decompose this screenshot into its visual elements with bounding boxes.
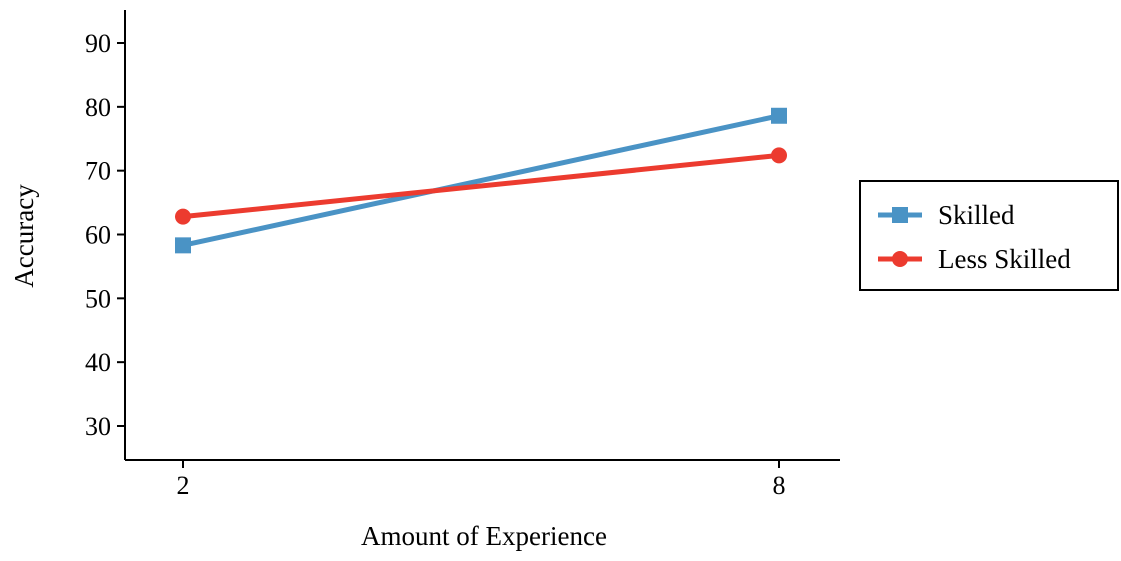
legend-item-less-skilled: Less Skilled (878, 244, 1071, 274)
x-tick-label: 8 (773, 471, 786, 500)
series-line-skilled (182, 113, 780, 248)
legend-item-skilled: Skilled (878, 200, 1015, 230)
legend-label-less-skilled: Less Skilled (938, 244, 1071, 274)
y-tick-label: 80 (85, 93, 111, 122)
y-tick-label: 90 (85, 29, 111, 58)
legend: Skilled Less Skilled (859, 180, 1119, 291)
y-axis-title: Accuracy (9, 184, 39, 288)
legend-marker-less-skilled (892, 251, 908, 267)
series-line-less-skilled (182, 152, 780, 220)
legend-marker-skilled (892, 207, 908, 223)
y-tick-label: 30 (85, 412, 111, 441)
data-point-skilled (771, 107, 787, 124)
data-point-less-skilled (175, 208, 191, 225)
y-tick-label: 70 (85, 157, 111, 186)
x-tick-label: 2 (177, 471, 190, 500)
data-point-skilled (175, 237, 191, 254)
plot-area (175, 107, 787, 254)
y-tick-label: 60 (85, 221, 111, 250)
y-tick-label: 40 (85, 348, 111, 377)
legend-label-skilled: Skilled (938, 200, 1015, 230)
data-point-less-skilled (771, 147, 787, 164)
y-tick-label: 50 (85, 284, 111, 313)
legend-box (859, 180, 1119, 291)
axes: 30 40 50 60 70 80 90 2 8 (85, 10, 840, 500)
x-axis-title: Amount of Experience (361, 521, 607, 551)
